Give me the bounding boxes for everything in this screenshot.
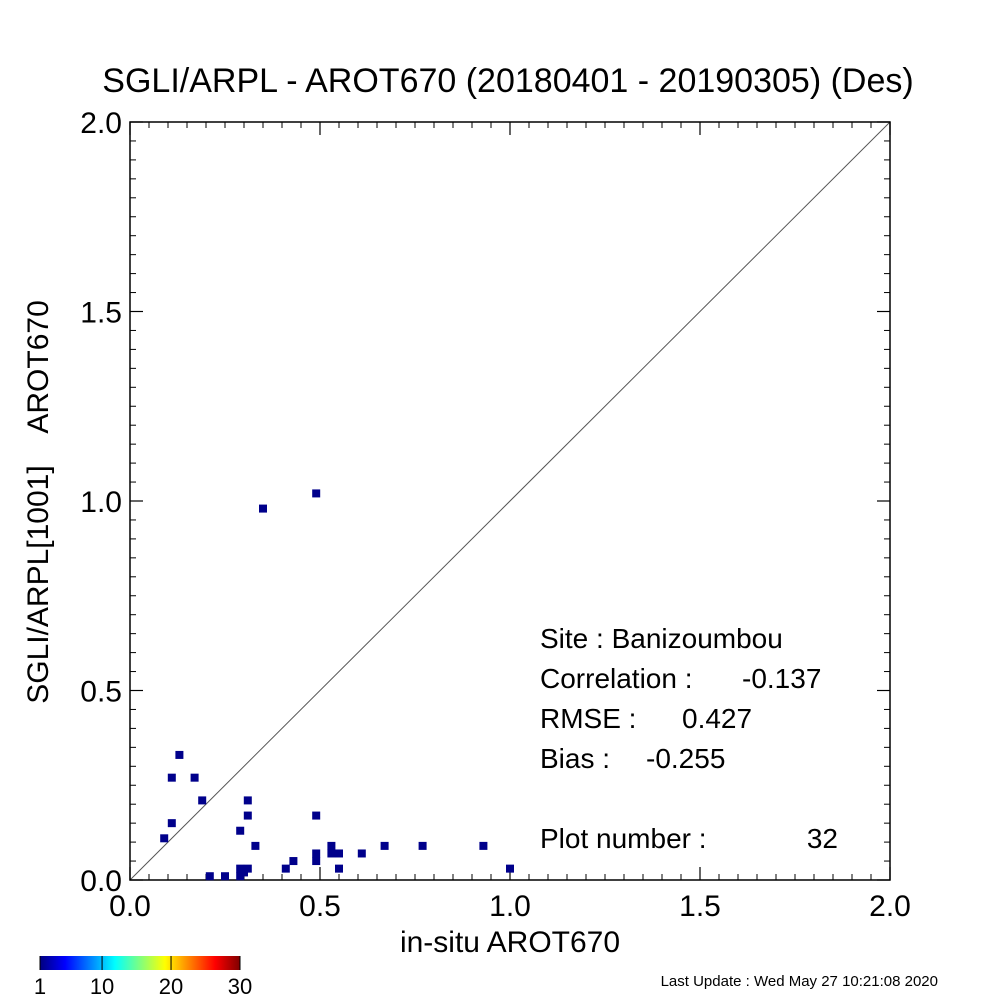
data-point bbox=[221, 872, 229, 881]
data-point bbox=[167, 819, 176, 828]
colorbar-tick-label: 1 bbox=[34, 974, 46, 999]
data-point bbox=[479, 841, 488, 850]
data-point bbox=[198, 796, 207, 805]
y-axis-label: SGLI/ARPL[1001] AROT670 bbox=[22, 300, 55, 704]
data-point bbox=[357, 849, 366, 858]
data-point bbox=[289, 857, 298, 866]
data-point bbox=[236, 826, 245, 835]
plot-frame bbox=[129, 121, 891, 881]
data-point bbox=[251, 841, 260, 850]
x-tick-label: 1.0 bbox=[489, 890, 531, 923]
colorbar-tick-label: 20 bbox=[159, 974, 183, 999]
data-point bbox=[327, 849, 336, 858]
data-point bbox=[327, 841, 336, 850]
data-point bbox=[281, 864, 290, 873]
data-point bbox=[418, 841, 427, 850]
stat-plot-number-value: 32 bbox=[807, 823, 838, 854]
data-point bbox=[175, 750, 184, 759]
data-point bbox=[335, 849, 343, 858]
stat-rmse-value: 0.427 bbox=[682, 703, 752, 734]
data-point bbox=[190, 773, 199, 782]
data-point bbox=[506, 864, 514, 873]
stat-plot-number-label: Plot number : bbox=[540, 823, 707, 854]
stat-rmse-label: RMSE : bbox=[540, 703, 636, 734]
colorbar: 1 10 20 30 bbox=[34, 956, 252, 999]
y-tick-label: 2.0 bbox=[80, 107, 122, 140]
x-tick-label: 0.5 bbox=[299, 890, 341, 923]
stat-correlation-label: Correlation : bbox=[540, 663, 693, 694]
y-tick-label: 1.5 bbox=[80, 297, 122, 330]
data-point bbox=[160, 834, 169, 843]
y-tick-label: 0.0 bbox=[80, 865, 122, 898]
colorbar-tick-label: 30 bbox=[228, 974, 252, 999]
data-points bbox=[160, 489, 514, 881]
x-axis-label: in-situ AROT670 bbox=[400, 926, 620, 959]
data-point bbox=[312, 857, 321, 866]
data-point bbox=[312, 489, 321, 498]
data-point bbox=[240, 868, 248, 877]
last-update: Last Update : Wed May 27 10:21:08 2020 bbox=[661, 973, 938, 990]
one-to-one-line bbox=[129, 121, 891, 881]
data-point bbox=[243, 811, 252, 820]
data-point bbox=[312, 849, 321, 858]
colorbar-tick-label: 10 bbox=[90, 974, 114, 999]
x-tick-label: 1.5 bbox=[679, 890, 721, 923]
data-point bbox=[205, 872, 214, 881]
data-point bbox=[380, 841, 389, 850]
stat-bias-label: Bias : bbox=[540, 743, 610, 774]
x-tick-label: 0.0 bbox=[109, 890, 151, 923]
data-point bbox=[312, 811, 321, 820]
stat-correlation-value: -0.137 bbox=[742, 663, 821, 694]
x-tick-label: 2.0 bbox=[869, 890, 911, 923]
chart-title: SGLI/ARPL - AROT670 (20180401 - 20190305… bbox=[102, 62, 913, 100]
stat-site: Site : Banizoumbou bbox=[540, 623, 783, 654]
y-tick-label: 1.0 bbox=[80, 486, 122, 519]
stat-bias-value: -0.255 bbox=[646, 743, 725, 774]
data-point bbox=[335, 864, 343, 873]
colorbar-gradient bbox=[40, 956, 240, 970]
data-point bbox=[259, 504, 267, 513]
data-point bbox=[243, 796, 252, 805]
data-point bbox=[167, 773, 176, 782]
stats-panel: Site : Banizoumbou Correlation : -0.137 … bbox=[540, 623, 838, 854]
y-tick-label: 0.5 bbox=[80, 676, 122, 709]
